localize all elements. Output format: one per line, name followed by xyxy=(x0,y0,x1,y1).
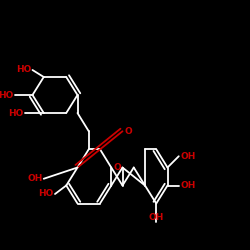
Text: O: O xyxy=(114,163,121,172)
Text: OH: OH xyxy=(181,152,196,161)
Text: HO: HO xyxy=(0,90,14,100)
Text: HO: HO xyxy=(38,190,54,198)
Text: HO: HO xyxy=(16,66,31,74)
Text: HO: HO xyxy=(8,108,24,118)
Text: OH: OH xyxy=(148,212,164,222)
Text: O: O xyxy=(124,127,132,136)
Text: OH: OH xyxy=(181,181,196,190)
Text: OH: OH xyxy=(27,174,42,183)
